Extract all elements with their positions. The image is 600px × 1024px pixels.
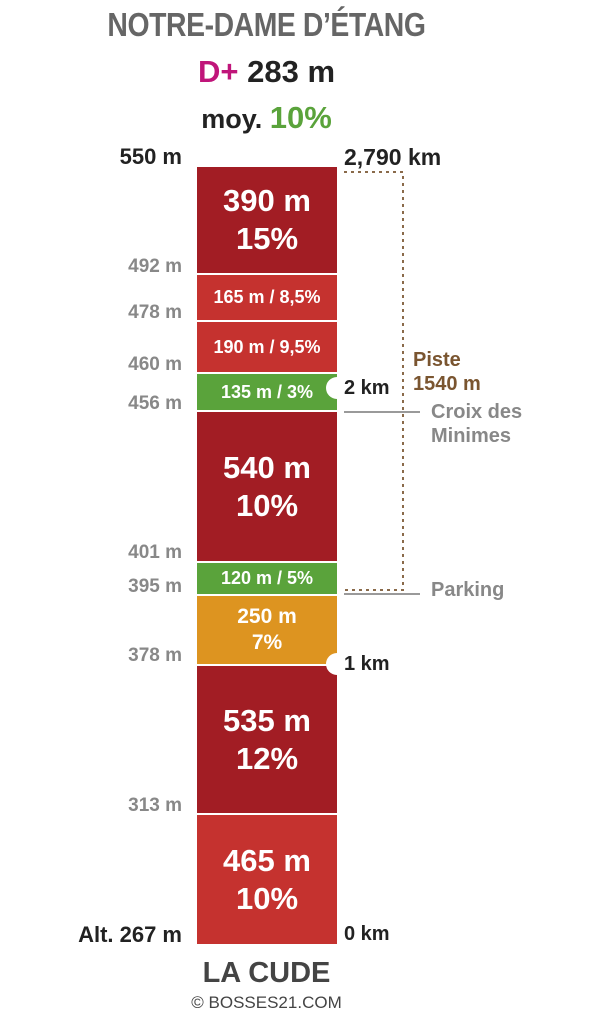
segment-6: 120 m / 5% [197, 563, 337, 594]
segment-5-length: 540 m [223, 449, 311, 485]
altitude-label: 456 m [128, 393, 182, 414]
km-marker: 2 km [344, 377, 390, 399]
place-line1: Croix des [431, 401, 523, 423]
altitude-label: 460 m [128, 354, 182, 375]
segment-8: 535 m 12% [197, 666, 337, 813]
copyright: © BOSSES21.COM [191, 993, 342, 1012]
average-value: 10% [269, 100, 332, 135]
segment-6-label: 120 m / 5% [220, 568, 314, 588]
segment-4: 135 m / 3% [197, 374, 337, 410]
elevation-gain: D+ 283 m [0, 54, 533, 90]
piste-label-line1: Piste [413, 349, 461, 371]
place-line1: Parking [431, 579, 505, 601]
segment-9-grade: 10% [235, 880, 299, 916]
segment-7-length: 250 m [237, 605, 297, 628]
km-marker: 1 km [344, 653, 390, 675]
altitude-label: 378 m [128, 645, 182, 666]
piste-label: Piste 1540 m [413, 348, 481, 396]
altitude-label: 478 m [128, 302, 182, 323]
segment-1-length: 390 m [223, 183, 311, 218]
km-2-notch [326, 377, 348, 399]
segment-9: 465 m 10% [197, 815, 337, 944]
piste-label-line2: 1540 m [413, 373, 481, 395]
page-title: NOTRE-DAME D’ÉTANG [107, 6, 426, 43]
segment-1-grade: 15% [235, 221, 299, 256]
segment-4-label: 135 m / 3% [220, 381, 314, 402]
segment-7: 250 m 7% [197, 596, 337, 664]
top-distance: 2,790 km [344, 144, 442, 170]
altitude-label: 401 m [128, 542, 182, 563]
place-line2: Minimes [431, 425, 512, 447]
segment-5: 540 m 10% [197, 412, 337, 561]
segment-5-grade: 10% [235, 487, 299, 523]
start-name: LA CUDE [202, 957, 331, 989]
top-altitude: 550 m [119, 144, 182, 169]
altitude-label: 395 m [128, 576, 182, 597]
average-grade: moy. 10% [0, 100, 533, 136]
altitude-label: 313 m [128, 795, 182, 816]
km-marker: 0 km [344, 923, 390, 945]
dplus-prefix: D+ [197, 54, 239, 89]
place-parking: Parking [431, 578, 504, 602]
km-1-notch [326, 653, 348, 675]
dplus-value: 283 m [247, 54, 336, 89]
segment-2: 165 m / 8,5% [197, 275, 337, 320]
segment-8-grade: 12% [235, 740, 299, 776]
segment-9-length: 465 m [223, 842, 311, 878]
average-prefix: moy. [201, 104, 263, 134]
segment-1: 390 m 15% [197, 167, 337, 273]
segment-8-length: 535 m [223, 702, 311, 738]
segment-7-grade: 7% [251, 631, 283, 654]
segment-3: 190 m / 9,5% [197, 322, 337, 372]
segment-2-label: 165 m / 8,5% [213, 287, 321, 307]
place-croix-des-minimes: Croix des Minimes [431, 400, 522, 448]
piste-bracket [344, 171, 404, 591]
segment-3-label: 190 m / 9,5% [213, 336, 321, 357]
altitude-label: 492 m [128, 256, 182, 277]
bottom-altitude: Alt. 267 m [78, 922, 182, 947]
